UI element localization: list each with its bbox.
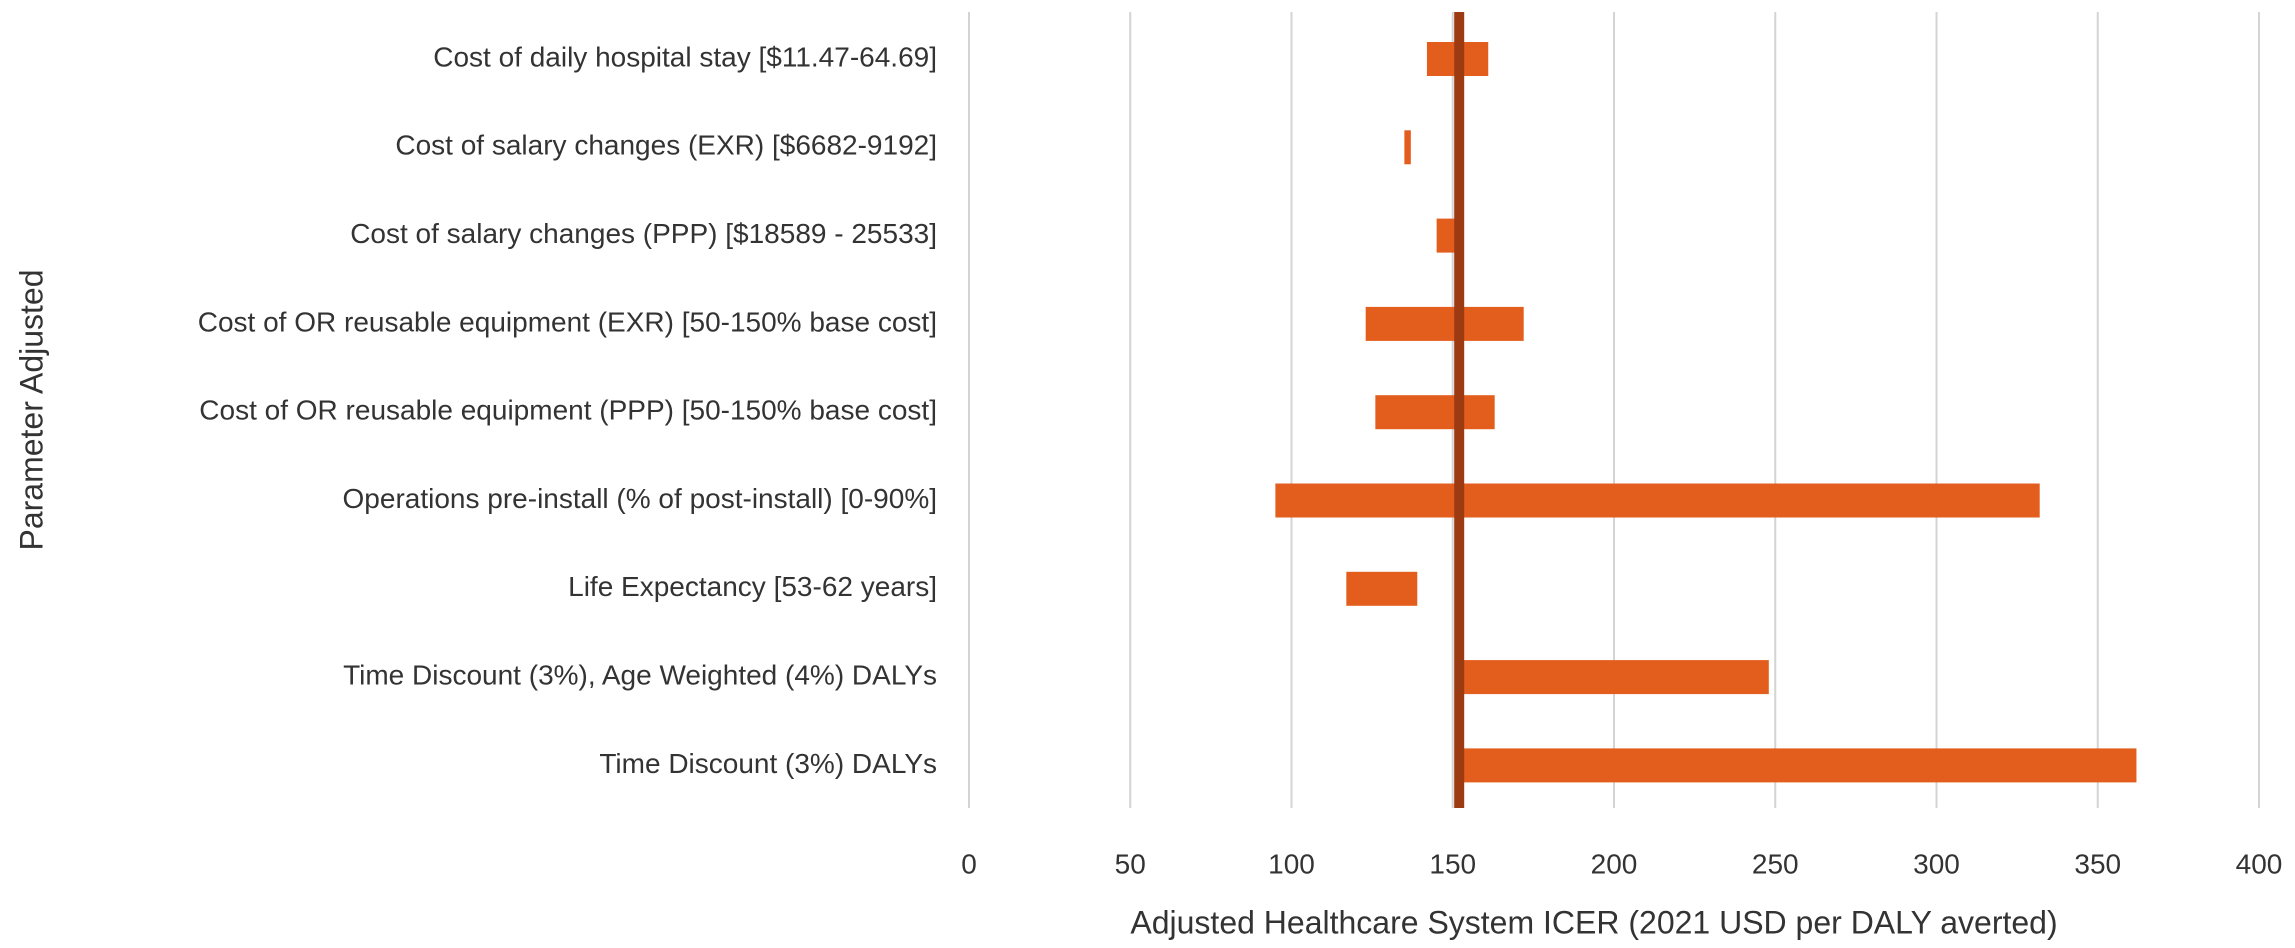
bar-4 <box>1365 306 1524 341</box>
category-label-9: Time Discount (3%) DALYs <box>599 748 937 779</box>
category-label-2: Cost of salary changes (EXR) [$6682-9192… <box>395 130 937 161</box>
category-label-1: Cost of daily hospital stay [$11.47-64.6… <box>433 41 937 72</box>
category-label-5: Cost of OR reusable equipment (PPP) [50-… <box>199 395 937 426</box>
x-axis-title: Adjusted Healthcare System ICER (2021 US… <box>1130 904 2057 940</box>
category-labels: Cost of daily hospital stay [$11.47-64.6… <box>198 41 937 778</box>
category-label-7: Life Expectancy [53-62 years] <box>568 571 937 602</box>
x-tick-label-200: 200 <box>1591 848 1638 879</box>
x-tick-label-250: 250 <box>1752 848 1799 879</box>
y-axis-title: Parameter Adjusted <box>13 269 49 550</box>
bar-9 <box>1459 748 2137 783</box>
x-tick-label-300: 300 <box>1913 848 1960 879</box>
bar-7 <box>1346 571 1418 606</box>
x-tick-label-350: 350 <box>2074 848 2121 879</box>
category-label-4: Cost of OR reusable equipment (EXR) [50-… <box>198 306 937 337</box>
bar-5 <box>1375 395 1495 430</box>
category-label-6: Operations pre-install (% of post-instal… <box>343 483 937 514</box>
x-tick-label-50: 50 <box>1115 848 1146 879</box>
bars <box>1275 42 2137 783</box>
x-tick-labels: 0 50 100 150 200 250 300 350 400 <box>961 848 2282 879</box>
bar-6 <box>1275 483 2040 518</box>
bar-2 <box>1404 130 1411 165</box>
x-tick-label-400: 400 <box>2236 848 2283 879</box>
x-tick-label-100: 100 <box>1268 848 1315 879</box>
grid-lines <box>968 12 2260 808</box>
category-label-3: Cost of salary changes (PPP) [$18589 - 2… <box>350 218 937 249</box>
bar-8 <box>1459 660 1769 695</box>
category-label-8: Time Discount (3%), Age Weighted (4%) DA… <box>343 659 937 690</box>
bar-3 <box>1436 218 1460 253</box>
x-tick-label-0: 0 <box>961 848 977 879</box>
x-tick-label-150: 150 <box>1429 848 1476 879</box>
